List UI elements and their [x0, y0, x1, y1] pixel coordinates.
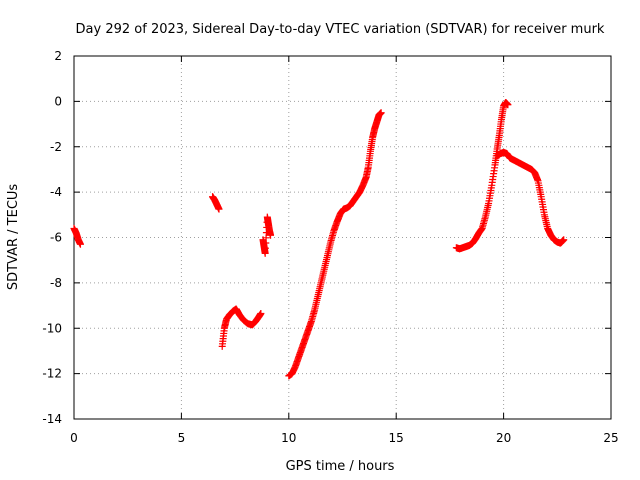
data-point [257, 310, 265, 318]
y-tick-label: 0 [54, 94, 62, 108]
data-point [377, 109, 385, 117]
y-tick-label: -8 [50, 276, 62, 290]
x-tick-label: 25 [603, 431, 618, 445]
series-segment-seg-4 [259, 213, 275, 257]
y-tick-label: -10 [42, 321, 62, 335]
x-tick-label: 20 [496, 431, 511, 445]
data-point [267, 231, 275, 239]
y-tick-label: -6 [50, 231, 62, 245]
data-point [504, 101, 512, 109]
y-tick-label: -4 [50, 185, 62, 199]
x-tick-label: 5 [178, 431, 186, 445]
data-point [560, 236, 568, 244]
y-tick-label: -14 [42, 412, 62, 426]
y-axis-title: SDTVAR / TECUs [6, 184, 21, 291]
y-tick-label: 2 [54, 49, 62, 63]
chart-title: Day 292 of 2023, Sidereal Day-to-day VTE… [76, 22, 605, 37]
series-segment-seg-6 [452, 99, 512, 253]
x-tick-label: 10 [281, 431, 296, 445]
series-segment-seg-1 [70, 224, 84, 248]
series-segment-seg-7 [493, 148, 568, 247]
y-tick-label: -12 [42, 367, 62, 381]
grid [74, 56, 611, 419]
data-point [215, 205, 223, 213]
series-segment-seg-3 [218, 305, 265, 350]
series-segment-seg-2 [209, 193, 223, 213]
x-tick-label: 15 [389, 431, 404, 445]
x-axis-title: GPS time / hours [286, 459, 395, 474]
y-tick-label: -2 [50, 140, 62, 154]
x-tick-label: 0 [70, 431, 78, 445]
series-segment-seg-5 [285, 109, 385, 380]
data-points [70, 99, 568, 380]
data-point [76, 240, 84, 248]
